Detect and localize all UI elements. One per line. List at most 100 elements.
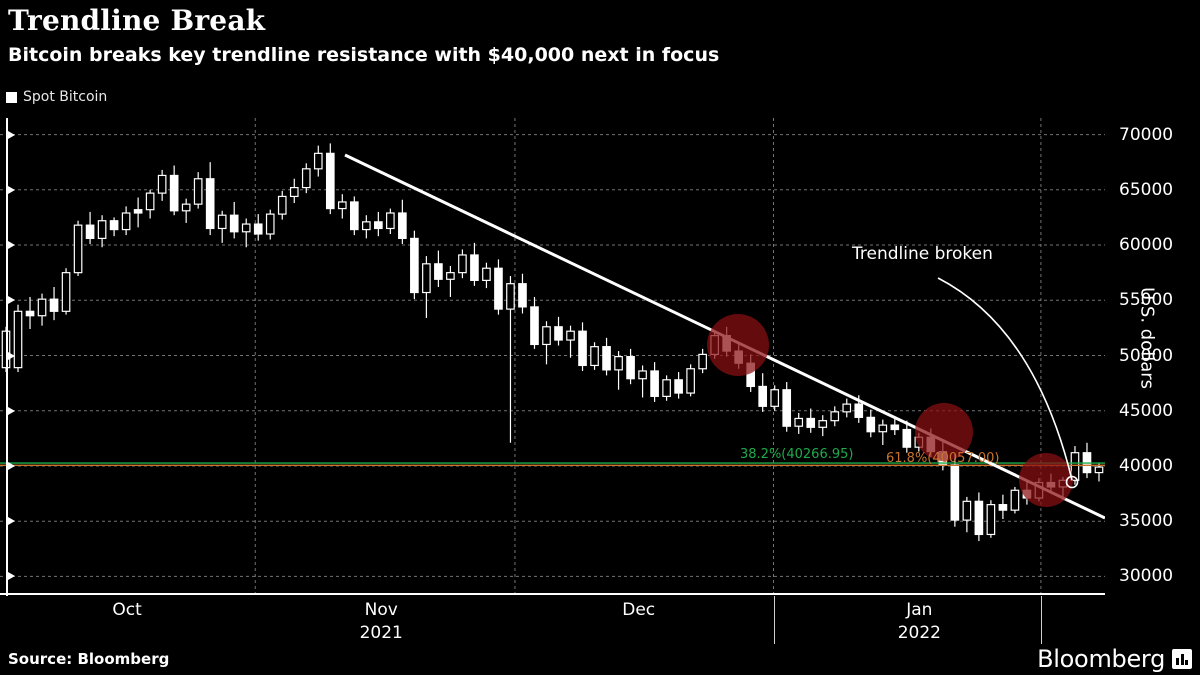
candle: [193, 172, 203, 209]
candle: [614, 351, 623, 390]
candle: [770, 385, 780, 411]
legend-label: Spot Bitcoin: [23, 89, 108, 105]
y-axis-tick-label: 60000: [1119, 235, 1174, 256]
y-axis-tick-mark: [8, 351, 15, 360]
candle: [410, 230, 419, 300]
candle: [265, 209, 275, 240]
y-axis-line: [6, 118, 8, 596]
candle: [398, 199, 407, 244]
candle: [842, 398, 852, 418]
y-axis-tick-mark: [8, 517, 15, 526]
candle: [133, 197, 143, 228]
highlight-circle: [707, 314, 769, 376]
candle: [890, 416, 900, 436]
y-axis-tick-mark: [8, 130, 15, 139]
candle: [157, 169, 167, 201]
candle: [662, 375, 671, 401]
candle: [325, 143, 335, 215]
y-axis-tick-mark: [8, 185, 15, 194]
candle: [650, 362, 659, 402]
page-subtitle: Bitcoin breaks key trendline resistance …: [8, 44, 720, 66]
candle: [349, 196, 359, 236]
source-note: Source: Bloomberg: [8, 650, 170, 668]
candle: [470, 242, 479, 286]
candle: [686, 364, 695, 397]
candle: [25, 296, 35, 329]
y-axis-tick-mark: [8, 241, 15, 250]
candle: [866, 409, 876, 438]
y-axis-tick-mark: [8, 461, 15, 470]
candle: [289, 178, 299, 204]
candle: [902, 420, 912, 453]
y-axis-tick-label: 55000: [1119, 290, 1174, 311]
candle: [362, 215, 371, 239]
candle: [566, 325, 575, 358]
candle: [878, 419, 888, 445]
candle: [169, 165, 179, 216]
candle: [446, 266, 455, 297]
page-title: Trendline Break: [8, 4, 266, 37]
candle: [109, 217, 119, 237]
candle: [49, 287, 59, 321]
candle: [782, 382, 792, 432]
chart-legend: Spot Bitcoin: [6, 89, 107, 105]
candle: [434, 250, 443, 288]
candle: [590, 342, 599, 370]
candle: [229, 201, 239, 239]
candle: [313, 145, 323, 177]
candle: [217, 210, 227, 243]
y-axis-tick-label: 30000: [1119, 566, 1174, 587]
candle: [277, 190, 287, 220]
candlestick-canvas: [0, 118, 1105, 593]
annotation-arrow-tip: [1065, 475, 1079, 489]
y-axis-tick-label: 65000: [1119, 179, 1174, 200]
candle: [61, 268, 71, 315]
candle: [830, 406, 840, 427]
candle: [145, 189, 155, 219]
y-axis-tick-label: 45000: [1119, 400, 1174, 421]
highlight-circle: [915, 403, 973, 461]
y-axis-tick-mark: [8, 572, 15, 581]
fib-382-label: 38.2%(40266.95): [740, 447, 854, 463]
candle: [602, 337, 611, 376]
y-axis-tick-mark: [8, 406, 15, 415]
candle: [962, 496, 972, 533]
candle: [301, 163, 311, 194]
candle: [386, 208, 395, 234]
candle: [794, 412, 804, 434]
candle: [578, 322, 587, 371]
x-axis-tick-label: Nov 2021: [359, 600, 403, 643]
candle: [73, 220, 83, 276]
candle: [530, 296, 539, 349]
candle: [626, 348, 635, 385]
candle: [698, 348, 707, 374]
candle: [1082, 442, 1092, 479]
y-axis-title: U.S. dollars: [1136, 286, 1158, 389]
legend-swatch-icon: [6, 91, 17, 103]
candle: [518, 273, 527, 314]
candle: [482, 262, 491, 289]
candle: [374, 211, 383, 237]
candle: [205, 162, 215, 236]
x-axis-tick-label: Oct: [112, 600, 142, 620]
candle: [542, 321, 551, 365]
candle: [806, 408, 816, 433]
highlight-circle: [1019, 453, 1073, 507]
candle: [181, 198, 191, 223]
candle: [422, 256, 431, 318]
candle: [638, 365, 647, 398]
bloomberg-wordmark: Bloomberg: [1037, 645, 1165, 673]
x-axis-line: [0, 593, 1105, 595]
y-axis-tick-label: 35000: [1119, 511, 1174, 532]
candle: [458, 249, 467, 279]
candle: [337, 194, 347, 219]
candle: [674, 372, 683, 399]
candle: [37, 293, 47, 326]
trendline-broken-annotation: Trendline broken: [852, 244, 993, 264]
y-axis-tick-label: 50000: [1119, 345, 1174, 366]
candle: [13, 304, 23, 373]
bloomberg-brand: Bloomberg: [1037, 645, 1192, 673]
candle: [986, 500, 996, 538]
x-axis-separator: [1040, 596, 1042, 644]
